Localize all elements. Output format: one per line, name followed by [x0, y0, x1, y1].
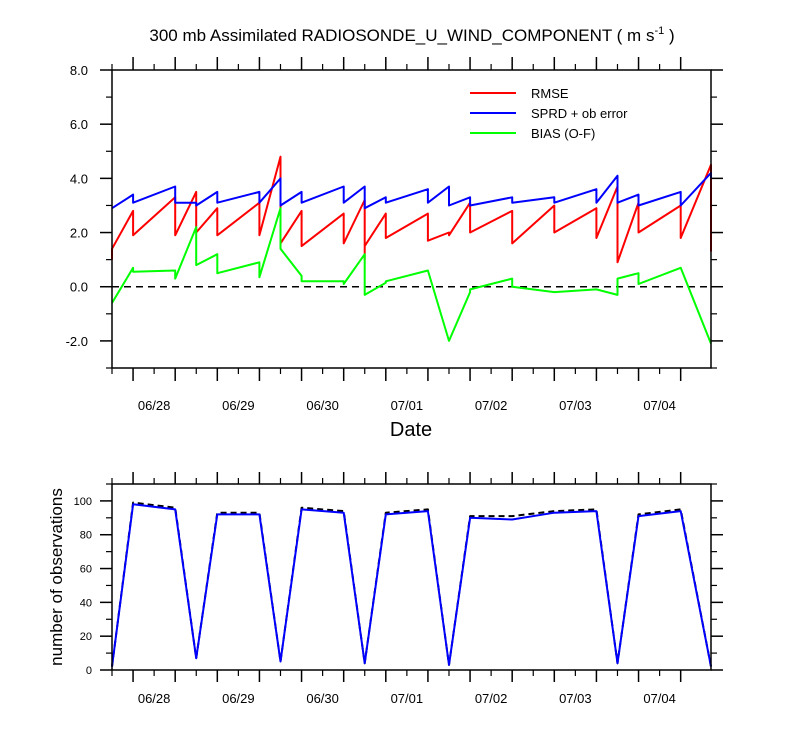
y-tick-label: 80: [80, 530, 92, 542]
y-tick-label: 20: [80, 631, 92, 643]
y-tick-label: 6.0: [70, 117, 88, 132]
x-tick-label: 07/01: [391, 398, 424, 413]
y-tick-label: 0.0: [70, 280, 88, 295]
x-tick-label: 06/30: [306, 398, 339, 413]
top-plot-frame: [111, 69, 712, 369]
x-tick-label: 06/30: [306, 691, 339, 706]
y-tick-label: 60: [80, 564, 92, 576]
x-tick-label: 07/01: [391, 691, 424, 706]
y-tick-label: 8.0: [70, 63, 88, 78]
x-tick-label: 07/03: [559, 398, 592, 413]
y-tick-label: 0: [86, 665, 92, 677]
title-superscript: -1: [654, 25, 664, 37]
bottom-plot-frame: [111, 483, 712, 671]
y-axis-label: number of observations: [47, 488, 66, 666]
y-tick-label: 2.0: [70, 226, 88, 241]
x-tick-label: 07/03: [559, 691, 592, 706]
series-line-2: [111, 207, 712, 344]
legend: RMSE SPRD + ob error BIAS (O-F): [470, 86, 628, 141]
x-tick-label: 06/29: [222, 398, 255, 413]
rmse-spread-bias-chart: 300 mb Assimilated RADIOSONDE_U_WIND_COM…: [66, 25, 723, 441]
y-tick-label: -2.0: [66, 334, 88, 349]
legend-label: RMSE: [531, 86, 569, 101]
x-axis-label: Date: [390, 419, 432, 441]
legend-label: BIAS (O-F): [531, 126, 595, 141]
x-tick-label: 06/28: [138, 398, 171, 413]
chart-title: 300 mb Assimilated RADIOSONDE_U_WIND_COM…: [149, 25, 674, 45]
x-tick-label: 07/02: [475, 398, 508, 413]
legend-label: SPRD + ob error: [531, 106, 628, 121]
x-tick-label: 07/04: [643, 398, 676, 413]
x-tick-label: 06/29: [222, 691, 255, 706]
obs-series-line-1: [111, 503, 712, 667]
x-tick-label: 07/04: [643, 691, 676, 706]
observation-count-chart: 0 20 40 60 80 100 06/28 06/29 06/30 07/01 07/02 07…: [47, 472, 723, 706]
y-tick-label: 100: [74, 496, 92, 508]
x-tick-label: 06/28: [138, 691, 171, 706]
y-tick-label: 40: [80, 597, 92, 609]
series-line-1: [111, 171, 712, 210]
y-tick-label: 4.0: [70, 171, 88, 186]
x-tick-label: 07/02: [475, 691, 508, 706]
